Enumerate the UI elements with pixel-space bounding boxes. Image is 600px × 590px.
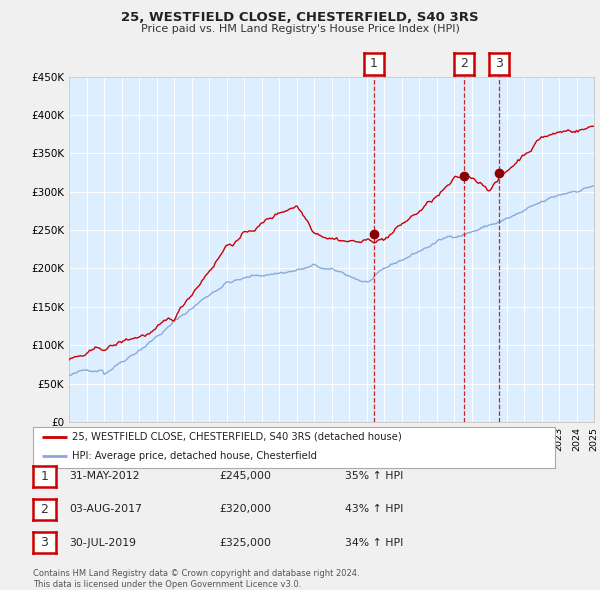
- Text: 35% ↑ HPI: 35% ↑ HPI: [345, 471, 403, 481]
- Text: 31-MAY-2012: 31-MAY-2012: [69, 471, 139, 481]
- Text: 25, WESTFIELD CLOSE, CHESTERFIELD, S40 3RS (detached house): 25, WESTFIELD CLOSE, CHESTERFIELD, S40 3…: [72, 432, 402, 442]
- Text: 25, WESTFIELD CLOSE, CHESTERFIELD, S40 3RS: 25, WESTFIELD CLOSE, CHESTERFIELD, S40 3…: [121, 11, 479, 24]
- Text: £325,000: £325,000: [219, 538, 271, 548]
- Text: 2: 2: [40, 503, 49, 516]
- Text: 30-JUL-2019: 30-JUL-2019: [69, 538, 136, 548]
- Text: 2: 2: [460, 57, 468, 70]
- Text: 1: 1: [40, 470, 49, 483]
- Text: 34% ↑ HPI: 34% ↑ HPI: [345, 538, 403, 548]
- Text: 03-AUG-2017: 03-AUG-2017: [69, 504, 142, 514]
- Text: 3: 3: [495, 57, 503, 70]
- Text: Contains HM Land Registry data © Crown copyright and database right 2024.
This d: Contains HM Land Registry data © Crown c…: [33, 569, 359, 589]
- Text: HPI: Average price, detached house, Chesterfield: HPI: Average price, detached house, Ches…: [72, 451, 317, 461]
- Text: £320,000: £320,000: [219, 504, 271, 514]
- Text: £245,000: £245,000: [219, 471, 271, 481]
- Text: 1: 1: [370, 57, 378, 70]
- Text: Price paid vs. HM Land Registry's House Price Index (HPI): Price paid vs. HM Land Registry's House …: [140, 24, 460, 34]
- Text: 43% ↑ HPI: 43% ↑ HPI: [345, 504, 403, 514]
- Text: 3: 3: [40, 536, 49, 549]
